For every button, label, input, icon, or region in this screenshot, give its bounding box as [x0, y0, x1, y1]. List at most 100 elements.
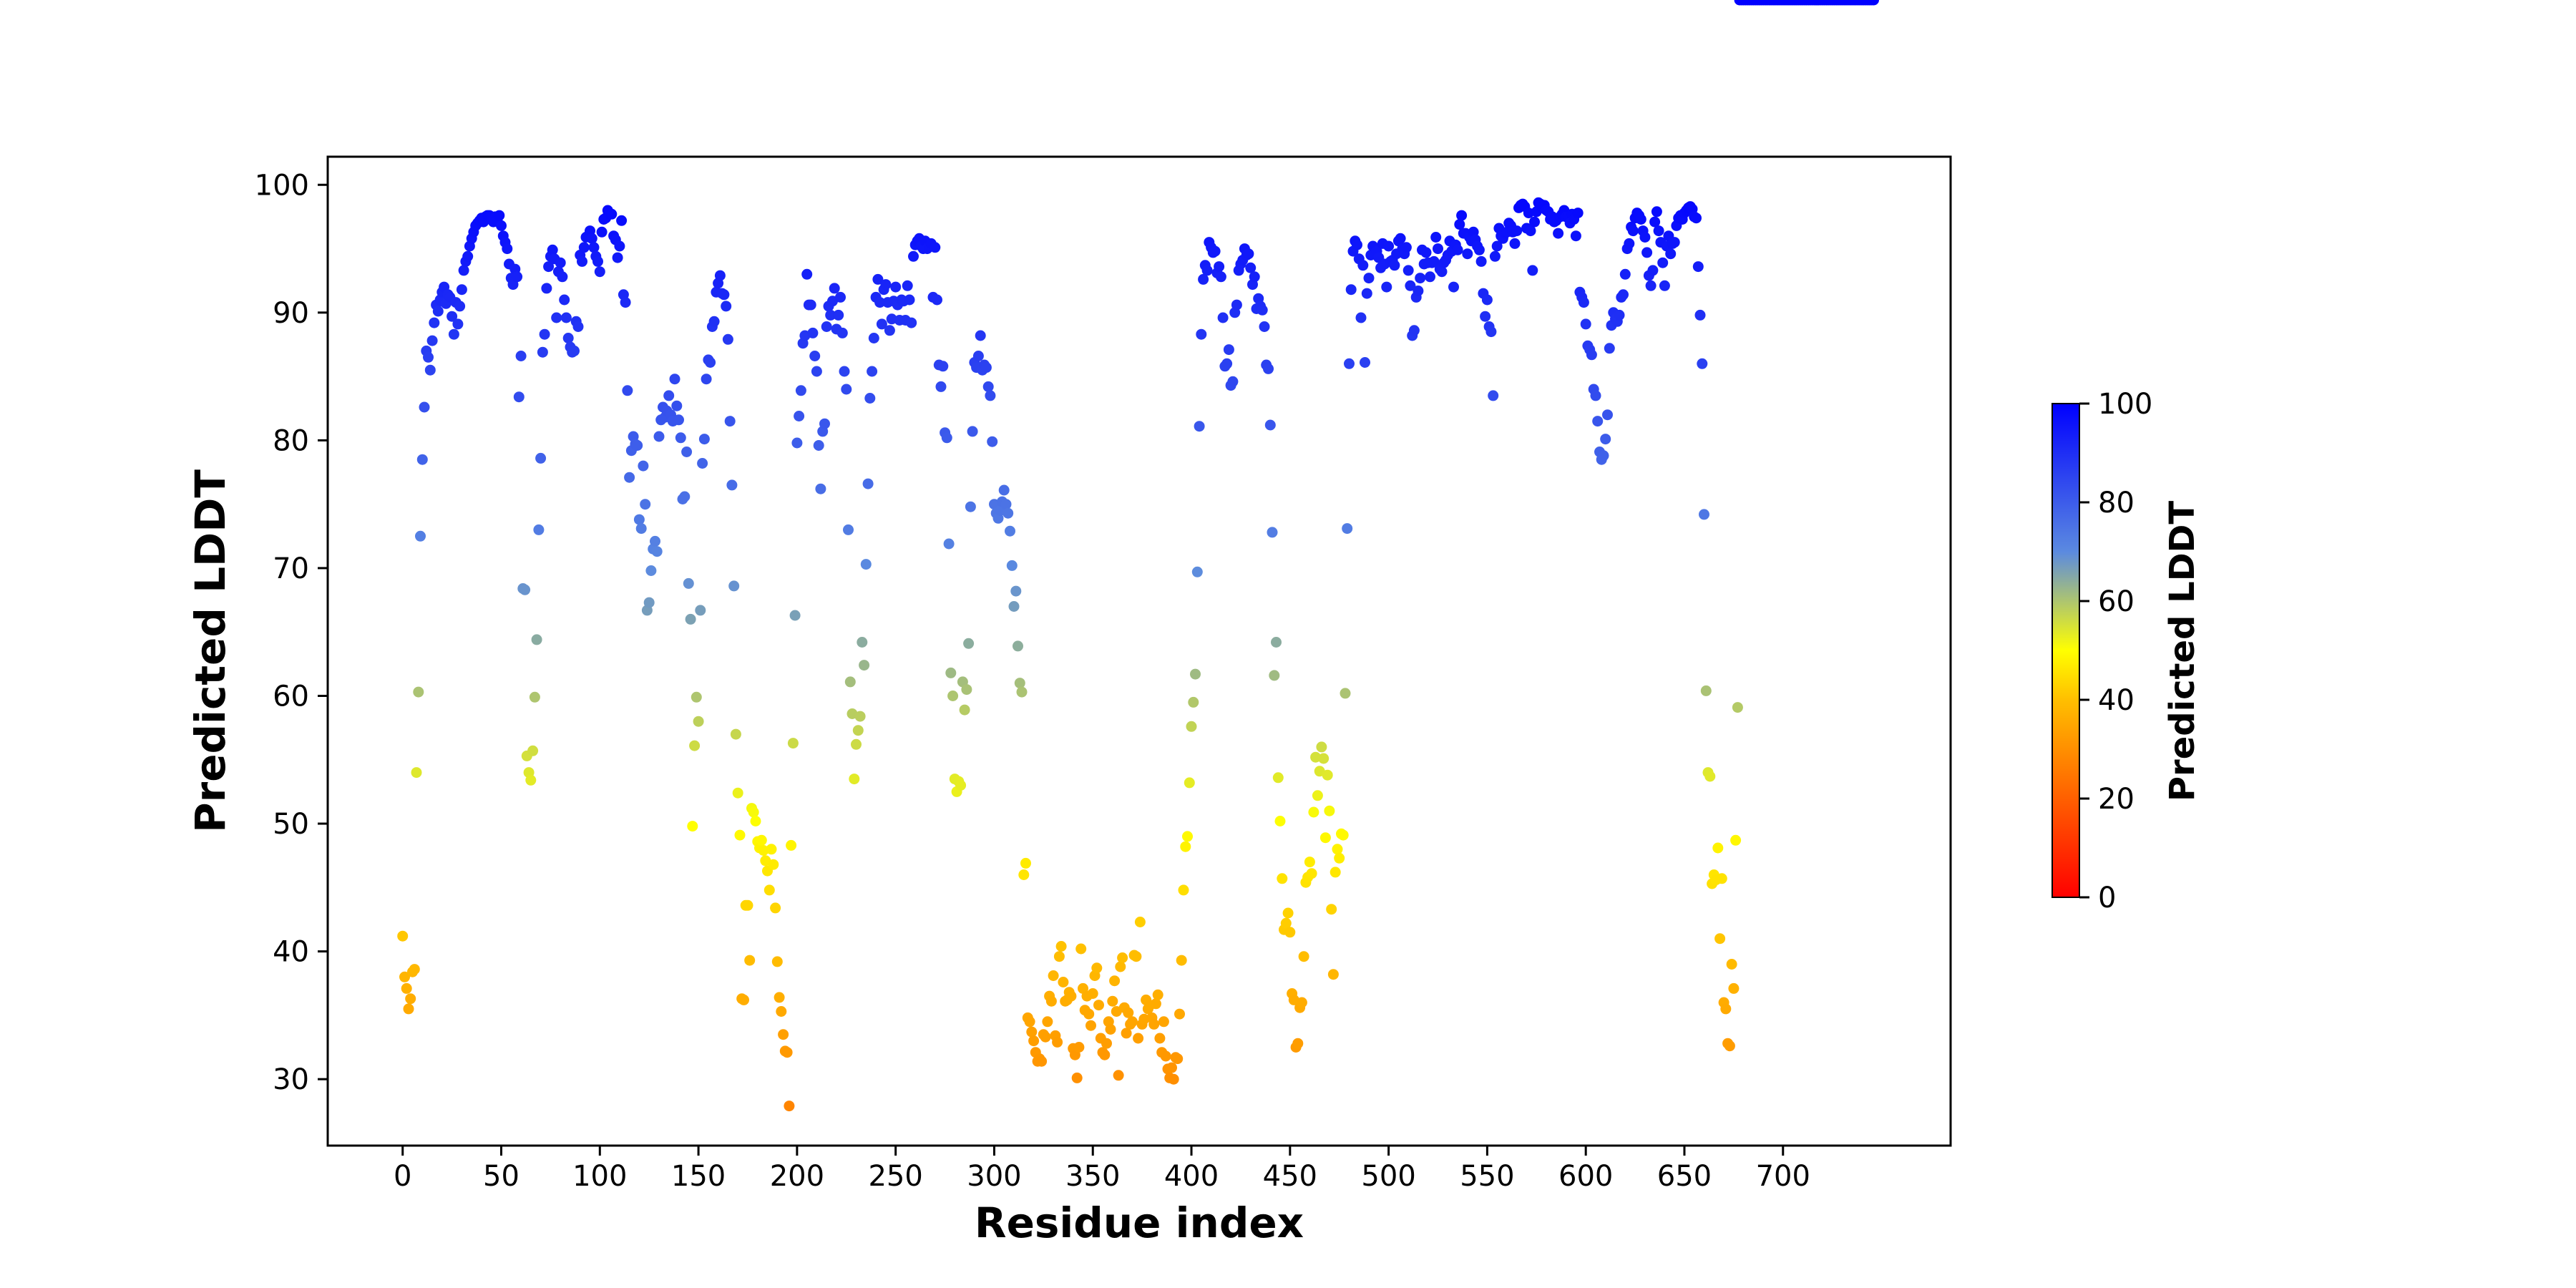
data-point [695, 605, 706, 616]
data-point [614, 240, 625, 252]
data-point [972, 351, 984, 361]
data-point [815, 483, 826, 494]
data-point [1730, 834, 1742, 846]
data-point [789, 610, 801, 621]
data-point [1306, 868, 1317, 879]
data-point [1598, 450, 1609, 462]
data-point [1433, 243, 1443, 255]
data-point [748, 806, 759, 818]
data-point [1005, 525, 1015, 537]
data-point [935, 381, 947, 392]
data-point [1176, 955, 1187, 966]
data-point [596, 226, 608, 238]
data-point [941, 432, 952, 444]
data-point [620, 297, 631, 308]
x-axis-label: Residue index [975, 1199, 1304, 1247]
data-point [1316, 741, 1327, 753]
data-point [701, 374, 712, 385]
data-point [742, 899, 753, 911]
data-point [985, 390, 996, 401]
data-point [539, 328, 550, 340]
data-point [758, 845, 769, 856]
data-point [763, 884, 775, 896]
data-point [1473, 244, 1485, 255]
data-point [1209, 245, 1221, 257]
data-point [1342, 523, 1353, 535]
data-point [1259, 321, 1270, 332]
data-point [1355, 312, 1367, 323]
data-point [770, 902, 781, 914]
x-tick-label: 200 [770, 1160, 824, 1193]
data-point [1525, 225, 1536, 237]
data-point [1511, 225, 1523, 237]
data-point [1462, 248, 1473, 260]
data-point [771, 956, 783, 967]
data-point [426, 335, 438, 346]
colorbar [2051, 403, 2080, 898]
data-point [859, 660, 870, 671]
data-point [1168, 1073, 1179, 1085]
data-point [794, 411, 805, 421]
data-point [1337, 829, 1349, 841]
data-point [456, 284, 467, 296]
data-point [890, 281, 902, 293]
data-point [998, 484, 1010, 496]
data-point [454, 301, 466, 312]
data-point [1071, 1072, 1083, 1083]
data-point [519, 584, 531, 595]
data-point [616, 215, 628, 226]
data-point [405, 993, 416, 1005]
data-point [750, 816, 761, 826]
x-axis-ticks: 0 50 100 150 200 250 300 350 400 450 500 550 600 650 7… [394, 1146, 1810, 1193]
data-point [1653, 225, 1664, 237]
data-point [805, 299, 816, 311]
data-point [1647, 265, 1659, 276]
data-point [409, 964, 420, 975]
data-point [932, 294, 942, 306]
data-point [1123, 1007, 1134, 1018]
data-point [906, 317, 917, 328]
data-point [1016, 686, 1028, 698]
y-tick-label: 90 [273, 297, 309, 330]
data-point [1271, 637, 1282, 648]
data-point [1334, 852, 1345, 864]
data-point [413, 686, 424, 698]
data-point [685, 613, 696, 625]
data-point [1694, 309, 1706, 321]
data-point [1481, 294, 1493, 306]
data-point [588, 242, 600, 253]
data-point [967, 426, 978, 437]
data-point [1073, 1042, 1085, 1053]
data-point [857, 637, 868, 648]
data-point [1223, 344, 1234, 356]
data-point [872, 273, 884, 285]
data-point [559, 294, 570, 306]
data-point [1322, 769, 1333, 781]
data-point [1053, 951, 1065, 962]
data-point [1107, 995, 1118, 1007]
data-point [560, 312, 572, 323]
data-point [612, 252, 623, 263]
data-point [529, 691, 540, 703]
data-point [1868, 0, 1879, 6]
data-point [1318, 753, 1330, 764]
data-point [1326, 904, 1337, 915]
data-point [577, 255, 587, 267]
data-point [1448, 281, 1459, 293]
data-point [1296, 997, 1307, 1008]
data-point [714, 270, 726, 281]
data-point [819, 418, 830, 429]
data-point [1614, 309, 1625, 321]
data-point [1489, 250, 1501, 262]
data-point [1452, 244, 1463, 255]
scatter-points [397, 0, 1879, 1112]
data-point [689, 740, 701, 751]
data-point [1101, 1038, 1112, 1049]
x-tick-label: 500 [1361, 1160, 1415, 1193]
data-point [791, 437, 803, 449]
data-point [1249, 271, 1260, 283]
data-point [624, 472, 635, 483]
data-point [1166, 1062, 1177, 1073]
data-point [1592, 416, 1604, 427]
data-point [1590, 390, 1601, 401]
